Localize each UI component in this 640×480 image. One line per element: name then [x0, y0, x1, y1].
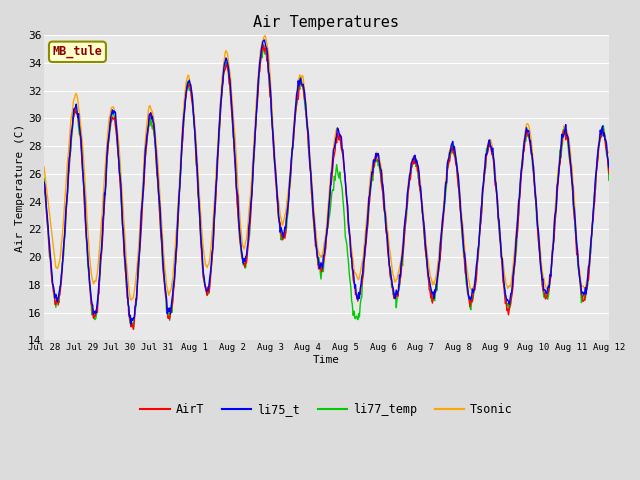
- Bar: [44, 229, 609, 285]
- Y-axis label: Air Temperature (C): Air Temperature (C): [15, 124, 25, 252]
- Bar: [44, 63, 609, 119]
- Bar: [44, 119, 609, 174]
- Bar: [44, 174, 609, 229]
- Legend: AirT, li75_t, li77_temp, Tsonic: AirT, li75_t, li77_temp, Tsonic: [135, 398, 518, 420]
- Text: MB_tule: MB_tule: [52, 45, 102, 59]
- Bar: [44, 36, 609, 63]
- Title: Air Temperatures: Air Temperatures: [253, 15, 399, 30]
- Bar: [44, 285, 609, 340]
- X-axis label: Time: Time: [313, 355, 340, 365]
